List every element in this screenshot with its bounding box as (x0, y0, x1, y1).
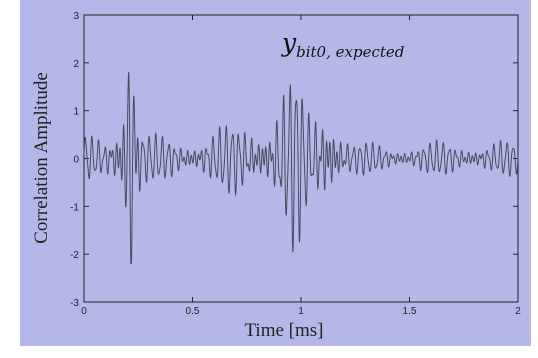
annotation-subscript: bit0, expected (296, 43, 404, 61)
y-tick-label: 3 (73, 11, 79, 22)
x-tick-labels: 0 0.5 1 1.5 2 (81, 306, 521, 317)
x-tick-label: 1 (298, 306, 304, 317)
y-tick-label: -1 (70, 202, 79, 213)
y-tick-label: -2 (70, 250, 79, 261)
x-tick-label: 0 (81, 306, 87, 317)
series-signal-line (83, 72, 519, 265)
figure-background: 0 0.5 1 1.5 2 3 2 1 0 -1 -2 -3 Time [ms] Correlati… (20, 0, 531, 346)
x-tick-label: 1.5 (403, 306, 417, 317)
y-tick-label: 1 (73, 107, 79, 118)
x-axis-title: Time [ms] (244, 320, 323, 341)
x-tick-label: 2 (515, 306, 521, 317)
y-tick-label: -3 (70, 298, 79, 309)
annotation-main: y (281, 28, 297, 57)
y-tick-label: 2 (73, 59, 79, 70)
axis-ticks (83, 14, 519, 303)
x-tick-label: 0.5 (186, 306, 200, 317)
line-chart: 0 0.5 1 1.5 2 3 2 1 0 -1 -2 -3 Time [ms] Correlati… (31, 11, 521, 341)
y-tick-label: 0 (73, 155, 79, 166)
y-tick-labels: 3 2 1 0 -1 -2 -3 (70, 11, 79, 309)
y-axis-title: Correlation Amplitude (31, 72, 52, 244)
annotation-label: ybit0, expected (281, 28, 404, 61)
